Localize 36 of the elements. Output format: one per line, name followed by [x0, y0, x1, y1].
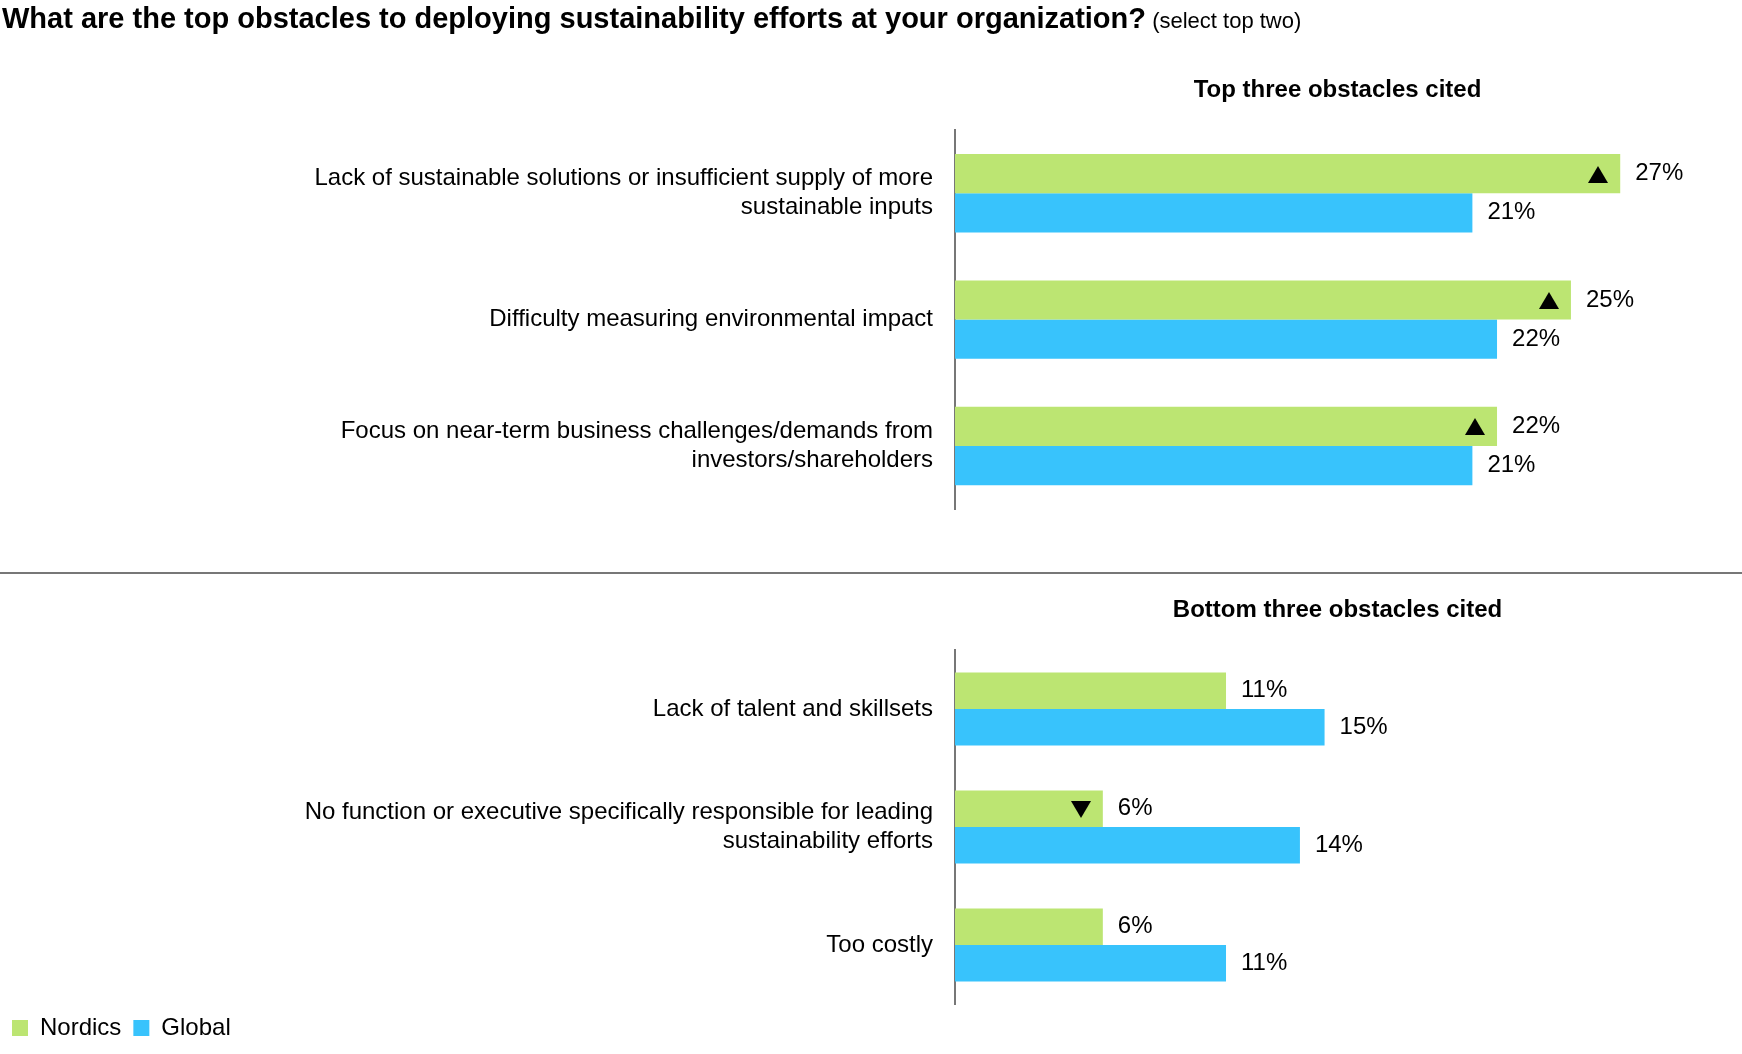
data-label: 25%	[1585, 284, 1634, 312]
data-label: 21%	[1487, 197, 1536, 225]
legend-label: Nordics	[40, 1012, 122, 1040]
bar	[955, 908, 1103, 945]
bar	[955, 945, 1227, 982]
data-label: 6%	[1117, 911, 1153, 939]
bar	[955, 790, 1103, 827]
chart-title: Bottom three obstacles cited	[1172, 594, 1503, 622]
data-label: 22%	[1512, 323, 1561, 351]
bar	[955, 280, 1571, 320]
y-tick-label: Too costly	[826, 929, 933, 957]
text: Top three obstacles cited	[1193, 74, 1482, 102]
y-tick-label: Focus on near-term business challenges/demands from investors/shareholders	[340, 416, 933, 473]
legend-label: Global	[161, 1012, 231, 1040]
y-tick-label: Difficulty measuring environmental impact	[489, 304, 934, 332]
data-label: 14%	[1314, 829, 1363, 857]
bar	[955, 672, 1227, 709]
y-tick-label: Lack of talent and skillsets	[652, 693, 933, 721]
bar	[955, 193, 1473, 233]
data-label: 11%	[1241, 675, 1288, 703]
chart-subtitle: (select top two)	[1151, 8, 1302, 33]
y-tick-label: No function or executive specifically responsible for leading sustainability efforts	[304, 797, 933, 854]
bar	[955, 154, 1621, 194]
bar	[955, 709, 1325, 746]
y-tick-label: Lack of sustainable solutions or insufficient supply of more sustainable inputs	[314, 163, 933, 220]
data-label: 15%	[1339, 711, 1388, 739]
bar	[955, 319, 1498, 359]
bar	[955, 406, 1498, 446]
bar	[955, 827, 1300, 864]
data-label: 21%	[1487, 450, 1536, 478]
data-label: 11%	[1241, 947, 1288, 975]
data-label: 27%	[1635, 158, 1684, 186]
data-label: 22%	[1512, 411, 1561, 439]
data-label: 6%	[1117, 793, 1153, 821]
text: What are the top obstacles to deploying sustainability efforts at your organization?	[2, 2, 1147, 34]
bar	[955, 446, 1473, 486]
